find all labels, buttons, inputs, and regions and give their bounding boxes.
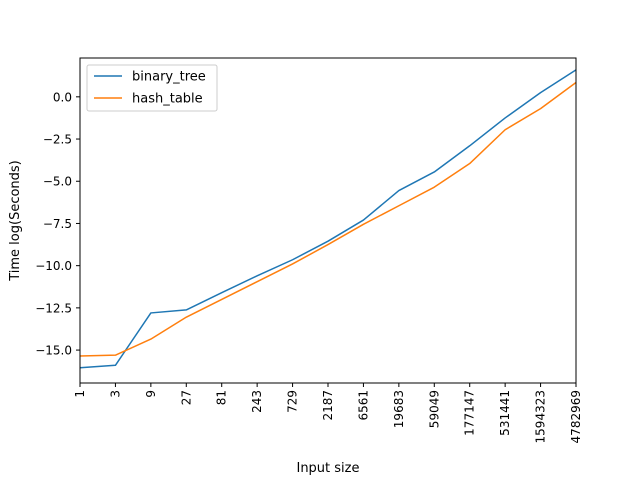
- y-tick-label: −15.0: [35, 344, 72, 358]
- x-tick-label: 59049: [427, 390, 441, 428]
- series-lines: [79, 69, 577, 369]
- y-tick-label: 0.0: [53, 90, 72, 104]
- x-tick-label: 6561: [356, 390, 370, 421]
- x-axis-ticks: 1 3 9 27 81 243 729 2187 6561 19683 59049 177147 531…: [73, 383, 583, 443]
- legend-label-binary-tree: binary_tree: [132, 70, 206, 85]
- legend-label-hash-table: hash_table: [132, 92, 203, 107]
- x-tick-label: 3: [108, 390, 122, 398]
- x-tick-label: 729: [286, 390, 300, 413]
- x-tick-label: 2187: [321, 390, 335, 421]
- y-tick-label: −2.5: [43, 133, 72, 147]
- y-tick-label: −12.5: [35, 301, 72, 315]
- x-tick-label: 27: [179, 390, 193, 405]
- y-axis-ticks: 0.0 −2.5 −5.0 −7.5 −10.0 −12.5 −15.0: [35, 90, 80, 358]
- x-axis-label: Input size: [296, 461, 359, 476]
- y-tick-label: −7.5: [43, 217, 72, 231]
- x-tick-label: 19683: [392, 390, 406, 428]
- y-axis-label: Time log(Seconds): [8, 160, 23, 282]
- y-tick-label: −10.0: [35, 259, 72, 273]
- series-line-binary-tree: [79, 69, 577, 369]
- x-tick-label: 9: [144, 390, 158, 398]
- x-tick-label: 1594323: [534, 390, 548, 443]
- x-tick-label: 177147: [463, 390, 477, 436]
- x-tick-label: 4782969: [569, 390, 583, 443]
- x-tick-label: 243: [250, 390, 264, 413]
- x-tick-label: 1: [73, 390, 87, 398]
- y-tick-label: −5.0: [43, 175, 72, 189]
- series-line-hash-table: [79, 81, 577, 357]
- legend: binary_tree hash_table: [86, 64, 218, 112]
- x-tick-label: 531441: [498, 390, 512, 436]
- x-tick-label: 81: [215, 390, 229, 405]
